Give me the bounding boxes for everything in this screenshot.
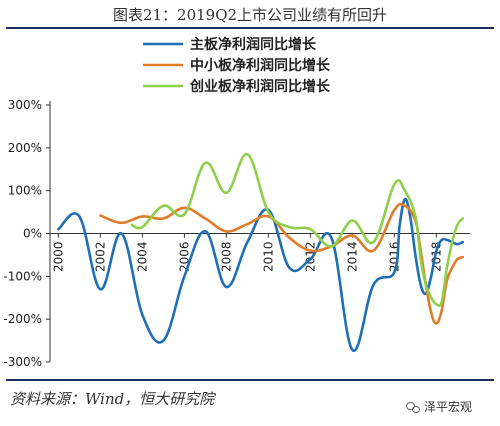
brand-label: 泽平宏观 — [424, 400, 473, 414]
bottom-rule — [6, 379, 494, 381]
chart-title: 图表21：2019Q2上市公司业绩有所回升 — [112, 6, 388, 24]
axes: -300% -200% -100% 0% 100% 200% 300% 2000 2002 200… — [3, 98, 470, 369]
legend-label-chinext: 创业板净利润同比增长 — [189, 78, 331, 95]
x-tick-label: 2002 — [93, 242, 107, 273]
top-rule — [6, 27, 494, 29]
x-tick-label: 2014 — [345, 242, 359, 273]
x-tick-label: 2004 — [135, 242, 149, 273]
y-tick-label: 100% — [8, 184, 42, 198]
y-tick-label: -300% — [3, 355, 42, 369]
wechat-icon — [406, 401, 420, 413]
y-tick-label: -100% — [3, 269, 42, 283]
x-tick-label: 2008 — [219, 242, 233, 273]
x-tick-label: 2000 — [51, 242, 65, 273]
source-note: 资料来源：Wind，恒大研究院 — [10, 390, 215, 408]
x-tick-label: 2010 — [261, 242, 275, 273]
x-tick-label: 2006 — [177, 242, 191, 273]
series-line-sme-board — [99, 202, 464, 325]
legend-label-main-board: 主板净利润同比增长 — [190, 36, 317, 53]
series-line-main-board — [57, 197, 464, 352]
y-tick-label: 300% — [8, 98, 42, 112]
series-lines — [57, 153, 464, 352]
series-line-chinext — [130, 153, 464, 308]
x-tick-label: 2018 — [429, 242, 443, 273]
legend-label-sme-board: 中小板净利润同比增长 — [190, 57, 331, 74]
y-tick-label: -200% — [3, 312, 42, 326]
y-tick-label: 0% — [23, 227, 42, 241]
brand-mark: 泽平宏观 — [406, 398, 472, 415]
y-tick-label: 200% — [8, 141, 42, 155]
x-tick-label: 2012 — [303, 242, 317, 273]
